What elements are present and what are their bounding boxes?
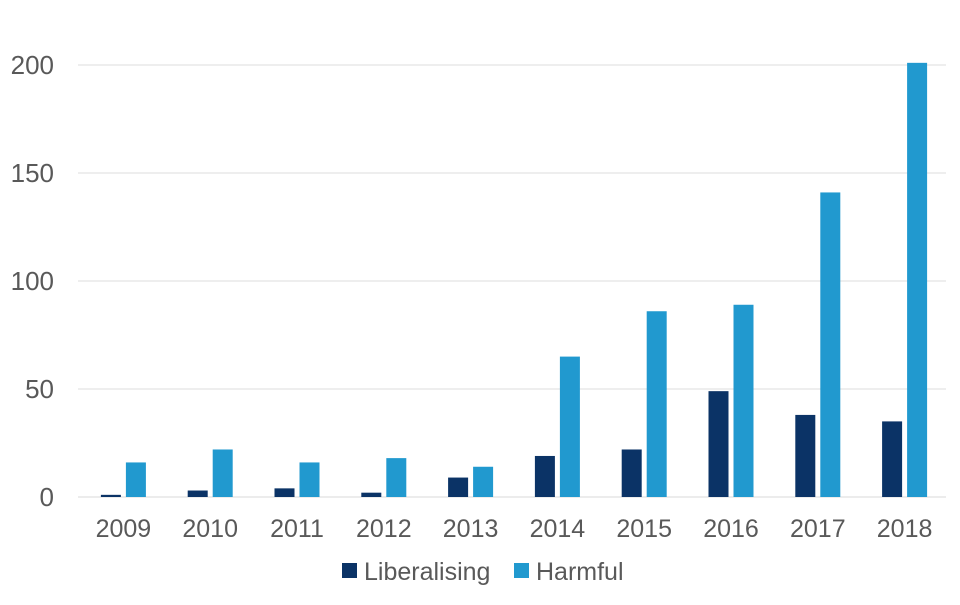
bar-liberalising-2016 (708, 391, 729, 497)
bar-harmful-2013 (473, 466, 494, 497)
bar-liberalising-2018 (882, 421, 903, 497)
y-tick-label: 150 (11, 158, 54, 188)
x-tick-label: 2013 (443, 515, 499, 543)
gridlines (78, 64, 946, 498)
legend-item-liberalising: Liberalising (342, 558, 490, 586)
y-tick-label: 100 (11, 266, 54, 296)
bar-harmful-2011 (299, 462, 320, 497)
bar-liberalising-2015 (621, 449, 642, 497)
x-tick-label: 2017 (790, 515, 846, 543)
x-tick-label: 2015 (616, 515, 672, 543)
bar-harmful-2018 (907, 62, 928, 498)
bar-harmful-2015 (646, 311, 667, 497)
x-tick-label: 2011 (270, 515, 324, 543)
legend: Liberalising Harmful (342, 558, 624, 586)
bars (100, 62, 928, 498)
bar-harmful-2017 (820, 192, 841, 497)
x-tick-label: 2018 (877, 515, 933, 543)
bar-liberalising-2012 (361, 492, 382, 497)
y-tick-label: 200 (11, 50, 54, 80)
x-tick-label: 2010 (182, 515, 238, 543)
bar-harmful-2016 (733, 304, 754, 497)
x-tick-label: 2016 (703, 515, 759, 543)
legend-swatch (342, 563, 357, 578)
bar-harmful-2010 (212, 449, 233, 497)
bar-liberalising-2017 (795, 414, 816, 497)
x-tick-label: 2012 (356, 515, 412, 543)
legend-label: Liberalising (364, 558, 490, 586)
bar-harmful-2014 (559, 356, 580, 497)
x-axis-ticks: 2009 2010 2011 2012 2013 2014 2015 2016 2017 2018 (96, 515, 933, 543)
bar-harmful-2009 (125, 462, 146, 497)
legend-item-harmful: Harmful (514, 558, 624, 586)
bar-harmful-2012 (386, 458, 407, 497)
bar-liberalising-2014 (534, 455, 555, 497)
legend-swatch (514, 563, 529, 578)
x-tick-label: 2009 (96, 515, 152, 543)
bar-liberalising-2011 (274, 488, 295, 497)
bar-liberalising-2009 (100, 494, 121, 497)
x-tick-label: 2014 (530, 515, 586, 543)
bar-liberalising-2010 (187, 490, 208, 497)
bar-liberalising-2013 (448, 477, 469, 497)
y-tick-label: 50 (25, 374, 54, 404)
y-axis-ticks: 0 50 100 150 200 (11, 50, 54, 512)
legend-label: Harmful (536, 558, 624, 586)
y-tick-label: 0 (40, 482, 54, 512)
